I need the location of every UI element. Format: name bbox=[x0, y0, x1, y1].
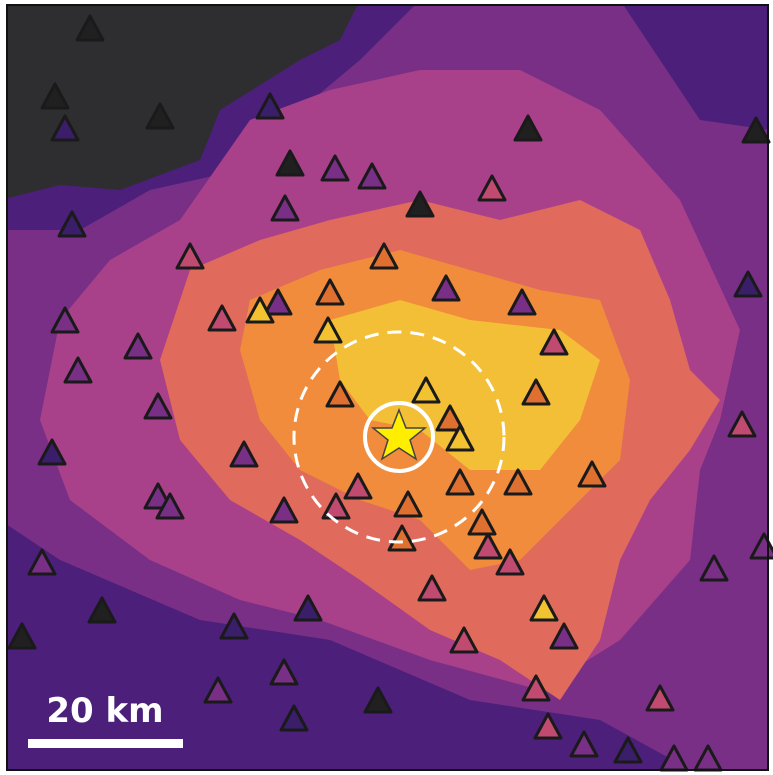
scale-label: 20 km bbox=[46, 691, 163, 731]
page: 20 km (() => { const data = JSON.parse(d… bbox=[0, 0, 773, 775]
shakemap: 20 km bbox=[0, 0, 773, 775]
intensity-layers bbox=[0, 0, 773, 775]
scale-bar bbox=[28, 739, 183, 748]
